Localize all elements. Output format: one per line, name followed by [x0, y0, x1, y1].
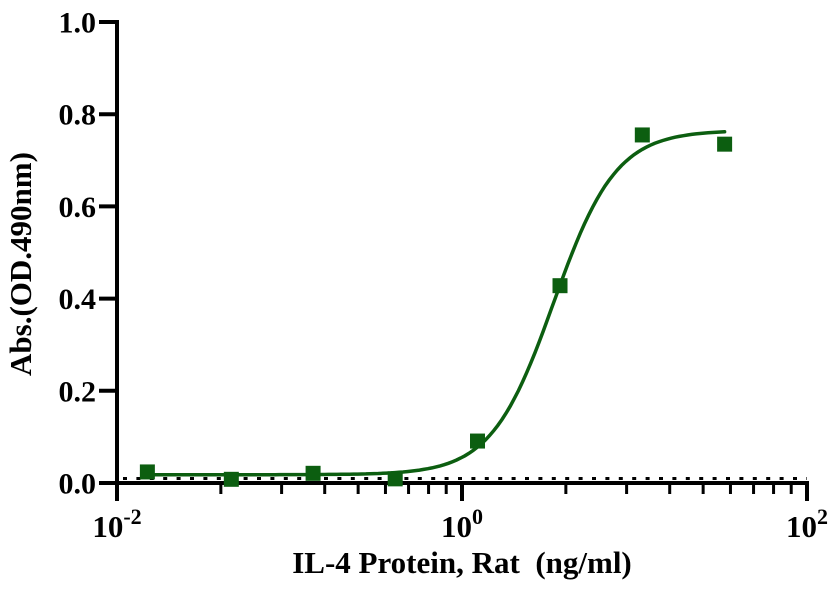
- data-point-marker: [717, 136, 733, 152]
- x-tick-label: 10-2: [92, 504, 141, 544]
- x-axis-title: IL-4 Protein, Rat (ng/ml): [292, 545, 632, 580]
- plot-area: [139, 127, 733, 487]
- data-point-marker: [305, 465, 321, 481]
- data-point-marker: [387, 471, 403, 487]
- fit-curve-line: [145, 130, 727, 477]
- y-tick-label: 1.0: [59, 7, 97, 40]
- y-tick-label: 0.2: [59, 375, 97, 408]
- data-point-marker: [223, 471, 239, 487]
- y-tick-label: 0.4: [59, 283, 97, 316]
- axes: 0.0 0.2 0.4 0.6 0.8 1.0 10-2 100 102: [59, 7, 829, 545]
- data-point-marker: [470, 433, 486, 449]
- data-point-marker: [139, 464, 155, 480]
- data-point-marker: [634, 127, 650, 143]
- y-tick-label: 0.8: [59, 99, 97, 132]
- y-tick-label: 0.0: [59, 468, 97, 501]
- data-point-marker: [552, 278, 568, 294]
- y-axis-title: Abs.(OD.490nm): [3, 152, 38, 376]
- x-tick-label: 102: [786, 504, 828, 544]
- y-tick-label: 0.6: [59, 191, 97, 224]
- x-tick-label: 100: [441, 504, 483, 544]
